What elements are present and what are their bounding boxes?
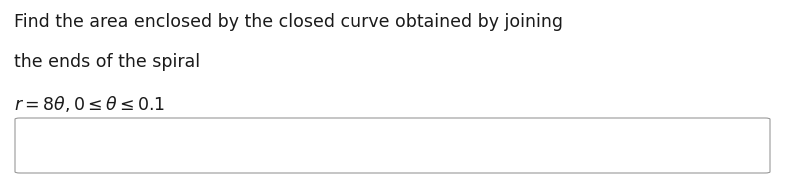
Text: the ends of the spiral: the ends of the spiral <box>14 53 200 71</box>
Text: by a straight line segment.: by a straight line segment. <box>14 134 249 152</box>
Text: $r = 8\theta, 0 \leq \theta \leq 0.1$: $r = 8\theta, 0 \leq \theta \leq 0.1$ <box>14 94 165 114</box>
Text: Find the area enclosed by the closed curve obtained by joining: Find the area enclosed by the closed cur… <box>14 13 563 31</box>
